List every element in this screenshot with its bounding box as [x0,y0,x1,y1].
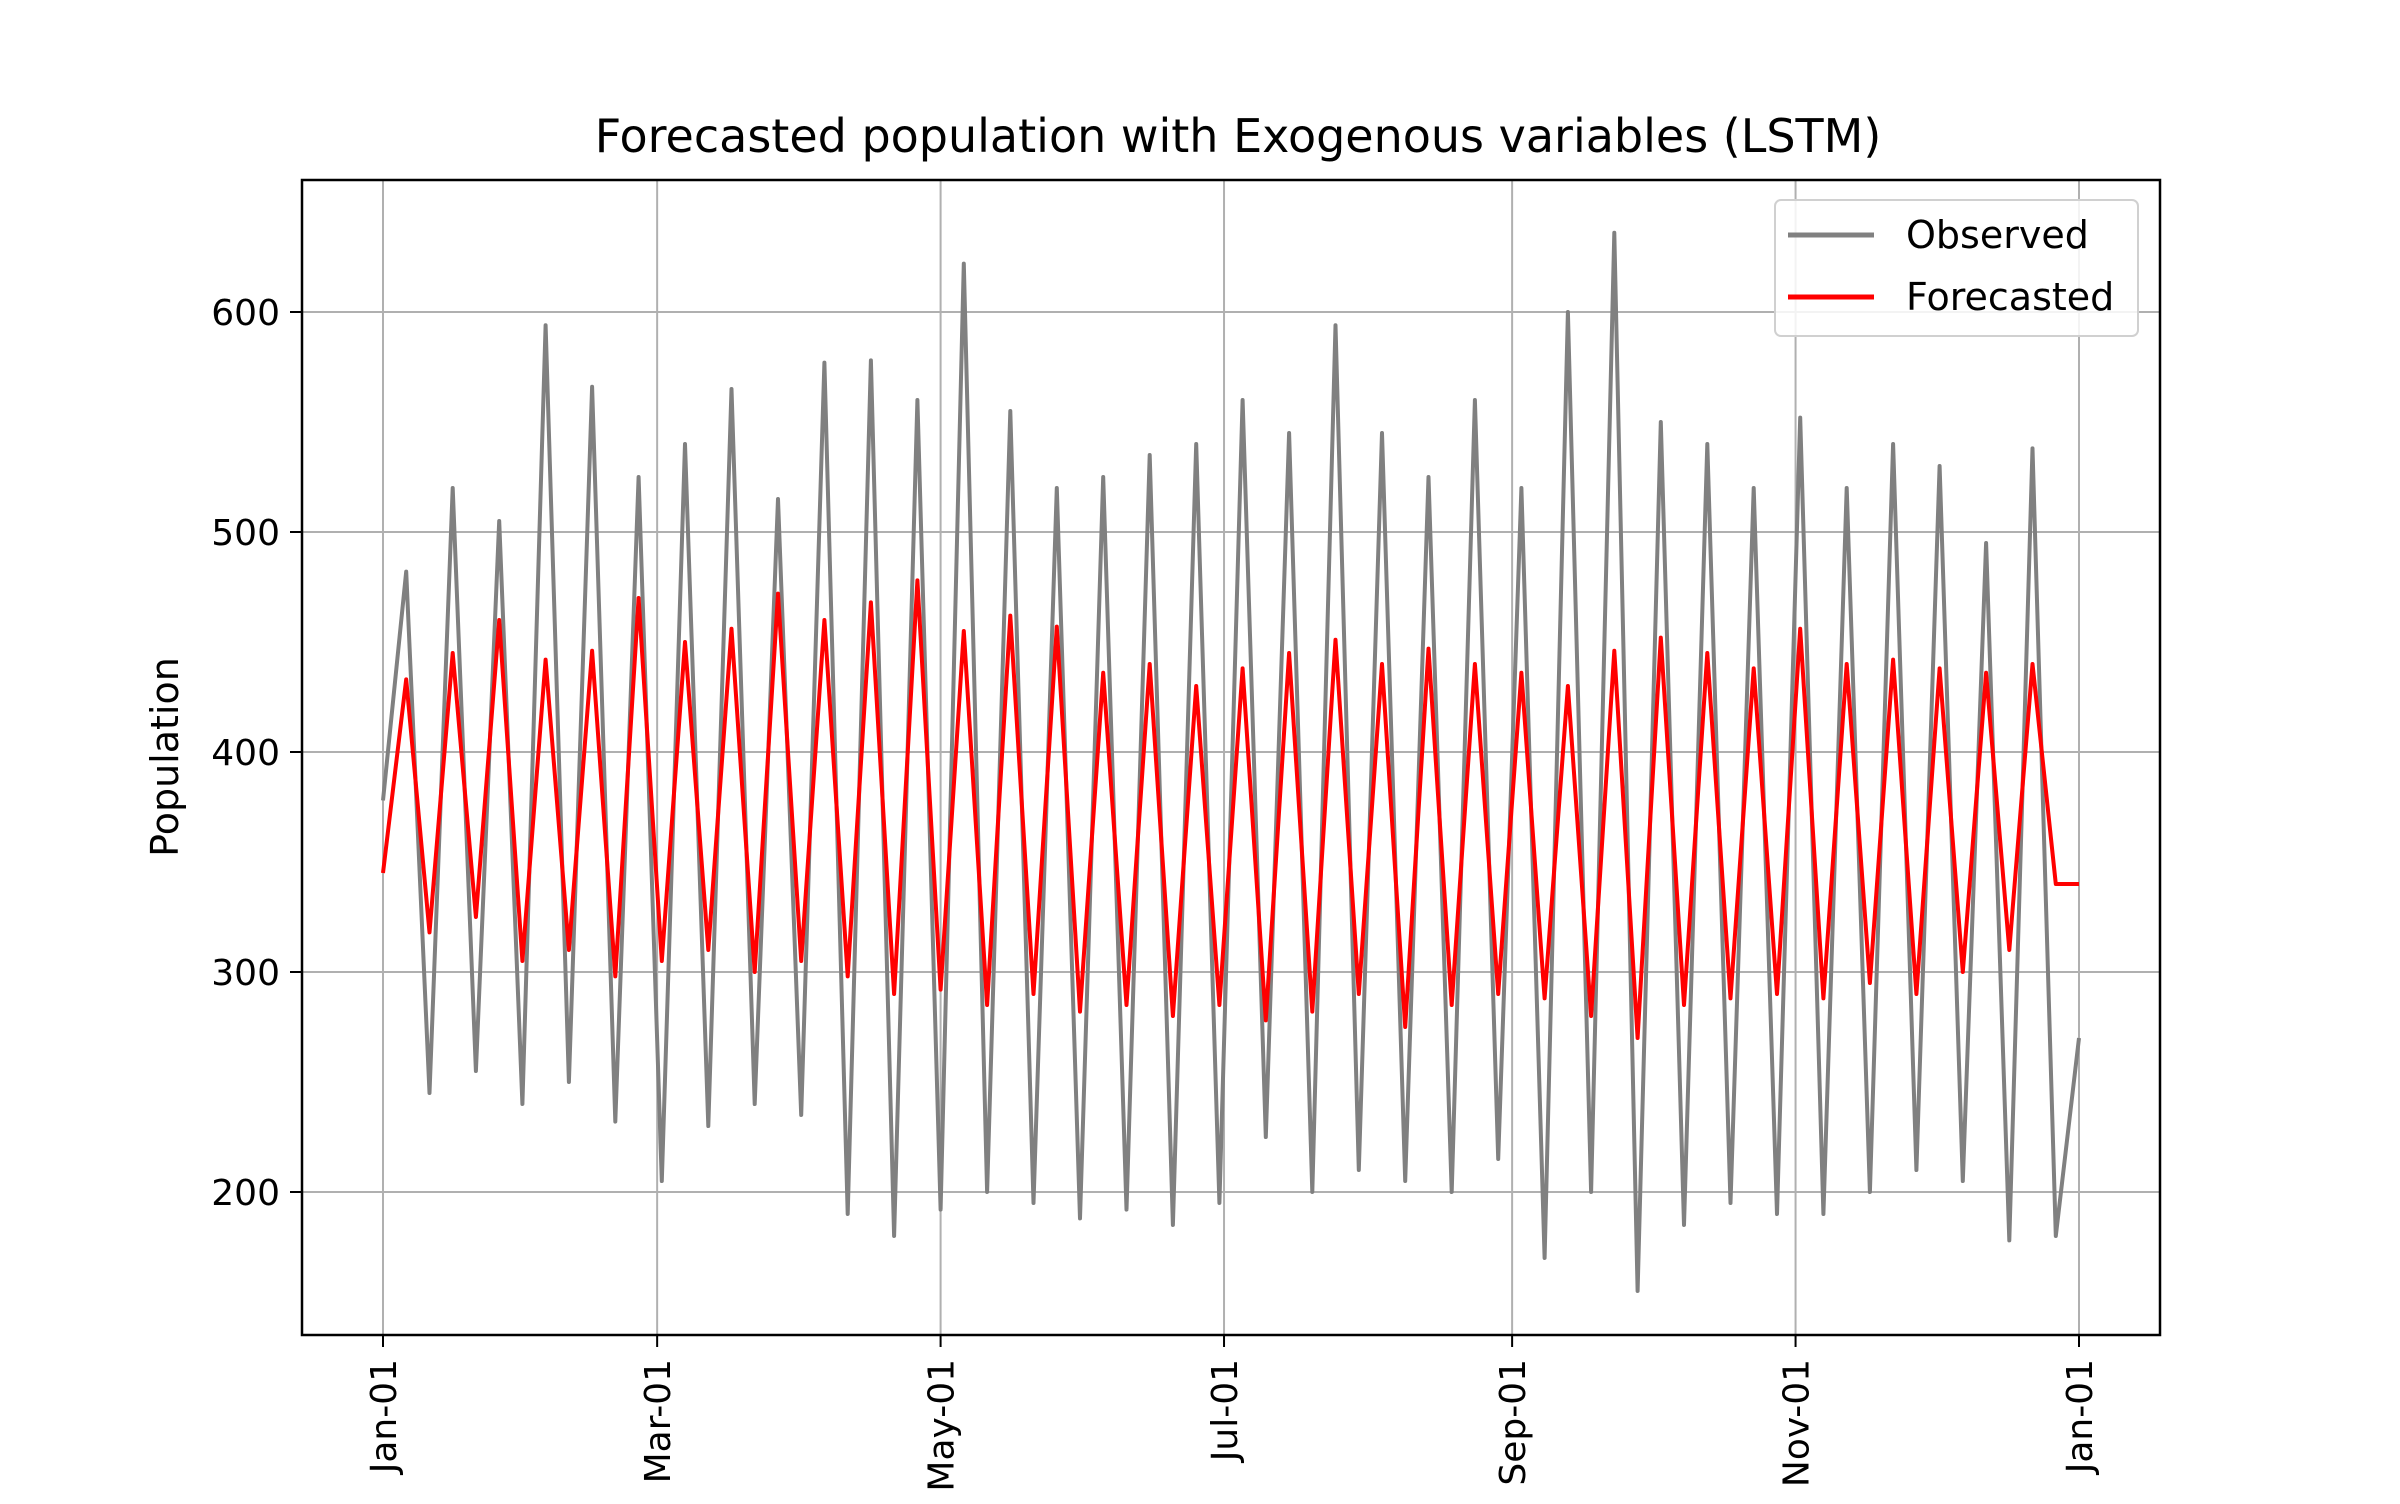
y-tick-label: 300 [211,953,280,994]
x-tick-label: May-01 [922,1359,963,1492]
y-tick-label: 200 [211,1173,280,1214]
legend-label-observed: Observed [1906,213,2089,257]
chart-title: Forecasted population with Exogenous var… [595,109,1882,163]
x-tick-label: Jul-01 [1205,1359,1246,1463]
x-tick-label: Nov-01 [1777,1359,1818,1487]
y-tick-label: 600 [211,293,280,334]
legend: Observed Forecasted [1774,199,2139,337]
y-tick-label: 400 [211,733,280,774]
y-axis-label: Population [143,657,187,857]
x-tick-label: Jan-01 [364,1359,405,1475]
x-tick-label: Mar-01 [638,1359,679,1483]
series-line-forecasted [381,578,2079,1040]
y-tick-label: 500 [211,513,280,554]
legend-label-forecasted: Forecasted [1906,275,2114,319]
series-line-observed [381,230,2081,1293]
tick-layer: 200 300 400 500 600 Jan-01 Mar-01 May-01 Jul-01 S… [211,293,2101,1492]
plot-area-frame [300,178,2162,1337]
x-tick-label: Sep-01 [1493,1359,1534,1486]
series-layer [381,230,2081,1293]
x-tick-label: Jan-01 [2060,1359,2101,1475]
